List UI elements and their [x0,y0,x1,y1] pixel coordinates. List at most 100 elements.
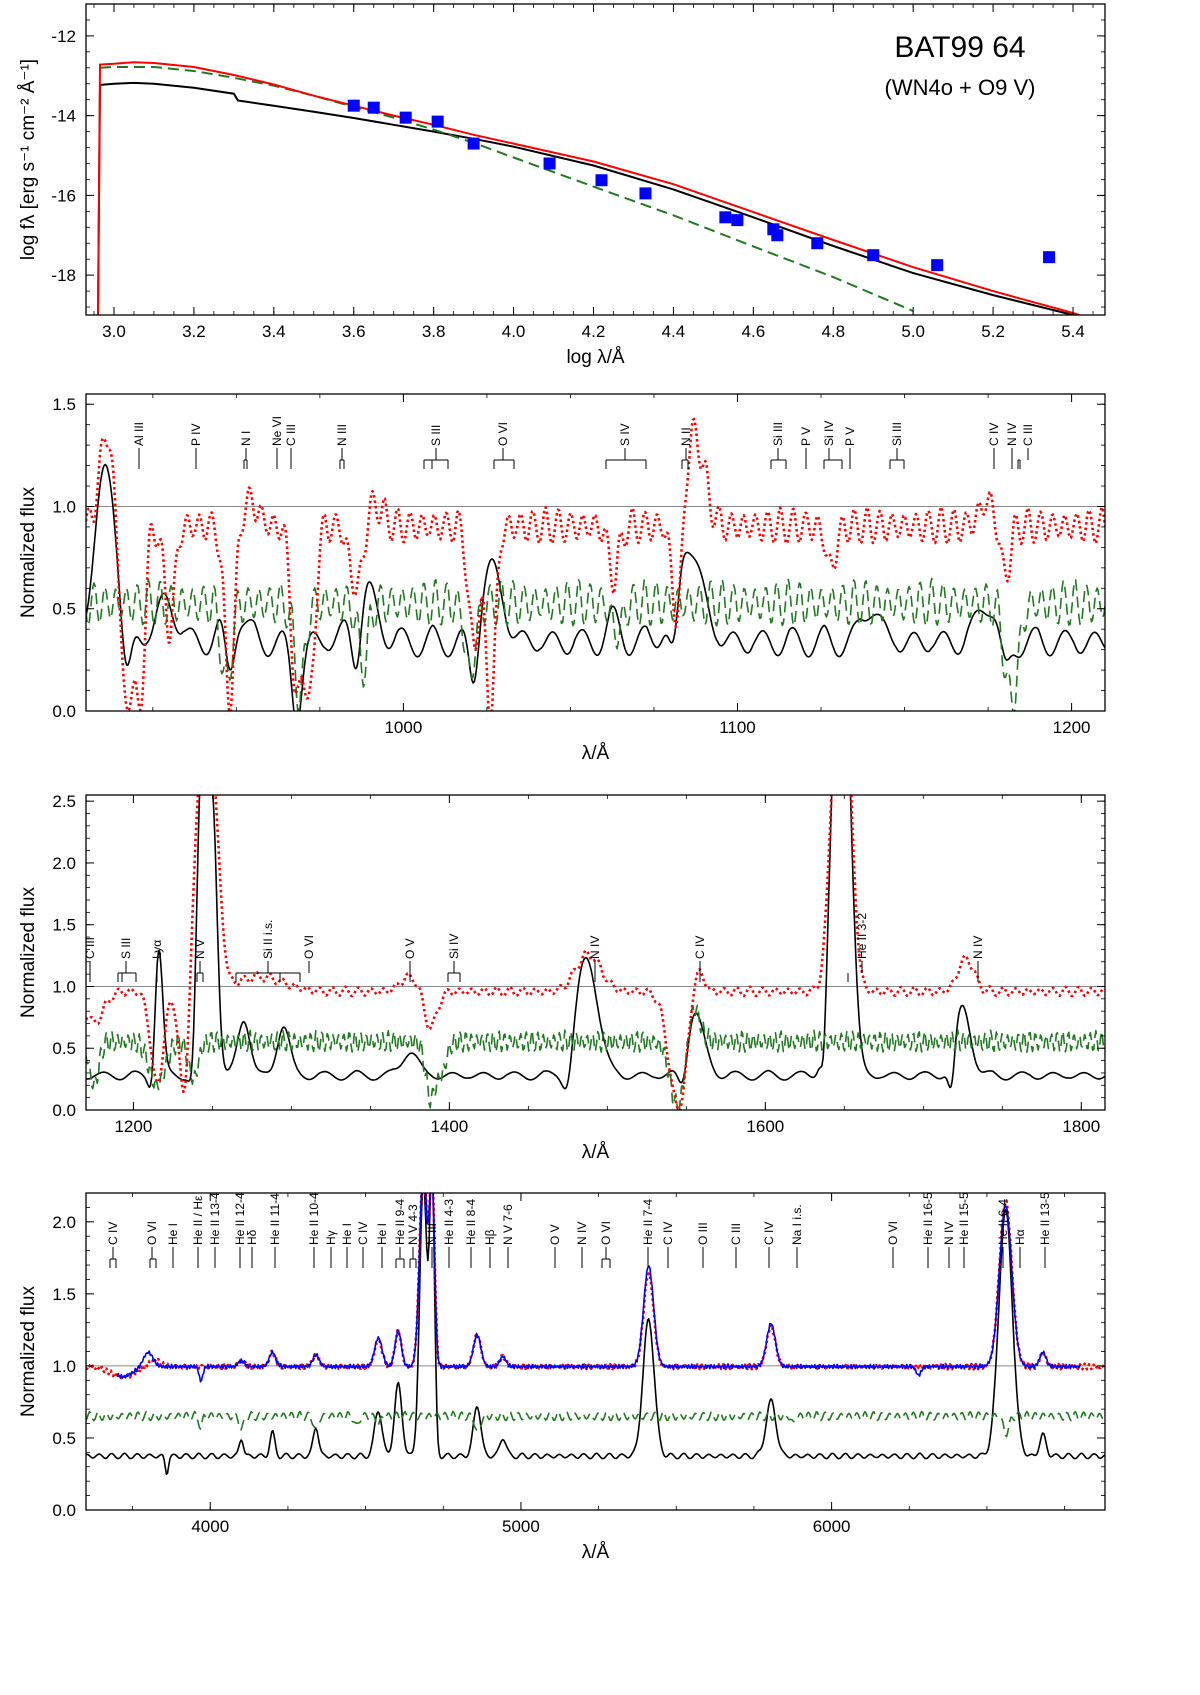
fuv-line-label: Si IV [822,421,843,469]
optical-line-label-text: He II 12-4 [233,1192,247,1245]
optical-line-label-text: He II 9-4 [393,1199,407,1245]
optical-line-label: N V 7-6 [501,1204,515,1268]
sed-ylabel: log fλ [erg s⁻¹ cm⁻² Å⁻¹] [18,59,39,260]
sed-photometry-point [639,187,652,200]
uv-plot-area [86,795,1105,1110]
fuv-ytick-label: 0.0 [52,702,76,721]
uv-line-label-text: N V [193,939,207,959]
uv-xlabel: λ/Å [582,1142,610,1163]
optical-line-label-text: He I [340,1223,354,1245]
uv-line-label-text: He II 3-2 [855,913,869,959]
optical-line-label: C III [729,1223,743,1268]
optical-line-label: C IV [106,1222,120,1268]
uv-series-2 [86,795,1105,1110]
optical-line-label-text: He II 8-4 [464,1199,478,1245]
fuv-line-label-text: Si III [890,422,904,446]
optical-line-label: He II 13-5 [1038,1192,1052,1268]
uv-line-label-text: Si II i.s. [261,920,275,959]
uv-line-label-text: C IV [693,936,707,959]
uv-xtick-label: 1600 [746,1117,784,1136]
fuv-line-label: Al III [132,422,146,469]
sed-plot-area [97,61,1083,315]
sed-photometry-point [771,229,784,242]
uv-line-label: C III [83,937,97,982]
sed-ytick-label: -16 [51,186,76,205]
sed-photometry-point [595,174,608,187]
sed-photometry-point [399,111,412,124]
optical-line-label: O V [548,1224,562,1268]
optical-line-label-text: Hδ [245,1229,259,1245]
optical-line-label-text: He II 13-5 [1038,1192,1052,1245]
uv-series-1 [86,1004,1105,1110]
sed-subtitle: (WN4o + O9 V) [885,75,1036,100]
fuv-line-label: O VI [493,422,515,469]
uv-line-label: N IV [971,936,985,982]
sed-xtick-label: 4.2 [582,322,606,341]
optical-plot-area [86,1193,1105,1476]
optical-line-label-text: O V [548,1224,562,1245]
fuv-line-label: P V [843,427,857,469]
fuv-ytick-label: 1.0 [52,497,76,516]
optical-line-label-text: N V 7-6 [501,1204,515,1245]
sed-photometry-point [867,249,880,262]
fuv-xtick-label: 1100 [719,718,756,737]
optical-line-label: O VI [599,1221,613,1268]
optical-line-label-text: He I [375,1223,389,1245]
fuv-line-label: Ne VI [270,416,284,469]
fuv-line-label: S III [423,425,449,469]
optical-line-label-text: Hα [1013,1229,1027,1245]
optical-line-label-text: He II 7-4 [641,1199,655,1245]
fuv-line-label-text: P V [843,427,857,446]
optical-line-label-text: N IV [575,1222,589,1245]
optical-xtick-label: 6000 [813,1517,851,1536]
sed-photometry-point [811,237,824,250]
sed-ytick-label: -12 [51,27,76,46]
fuv-line-label-text: Si IV [822,421,836,446]
fuv-line-label-text: C III [284,424,298,446]
optical-line-label: Na I i.s. [790,1204,804,1268]
optical-line-label: He II 7-4 [641,1199,655,1268]
fuv-line-label: N IV [1005,423,1019,469]
uv-series-0 [86,795,1105,1090]
optical-xtick-label: 5000 [502,1517,540,1536]
optical-line-label: He I [166,1223,180,1268]
fuv-line-label-text: N II [679,427,693,446]
sed-photometry-point [1043,251,1056,264]
fuv-xtick-label: 1000 [384,718,422,737]
fuv-line-label: P V [799,427,813,469]
fuv-line-label: C IV [987,423,1001,469]
uv-line-label: N IV [588,936,602,982]
sed-series-0 [97,81,1077,315]
sed-panel: BAT99 64 (WN4o + O9 V) [97,31,1083,315]
optical-line-label-text: He II 4-3 [442,1199,456,1245]
fuv-ytick-label: 0.5 [52,600,76,619]
optical-ytick-label: 0.0 [52,1501,76,1520]
sed-photometry-point [367,101,380,114]
uv-ytick-label: 0.5 [52,1039,76,1058]
uv-line-label-text: S III [119,938,133,959]
uv-ytick-label: 2.5 [52,792,76,811]
fuv-plot-area [86,417,1105,711]
optical-line-label-text: N V 4-3 [406,1204,420,1245]
fuv-line-label: N II [679,427,693,469]
uv-ytick-label: 0.0 [52,1101,76,1120]
fuv-line-label: S IV [605,423,647,469]
uv-line-label-text: N IV [588,936,602,959]
optical-line-label-text: C III [729,1223,743,1245]
optical-line-label: He I [340,1223,354,1268]
optical-line-label: Hα [1013,1229,1027,1268]
fuv-line-label-text: S III [429,425,443,446]
fuv-line-label-text: N I [239,431,253,446]
sed-xlabel: log λ/Å [566,347,624,368]
optical-xtick-label: 4000 [191,1517,229,1536]
sed-xtick-label: 4.0 [502,322,526,341]
optical-line-label: O III [696,1222,710,1268]
uv-line-label: C IV [693,936,707,982]
uv-ylabel: Normalized flux [18,887,39,1018]
sed-photometry-point [719,211,732,224]
optical-line-label-text: N III [425,1223,439,1245]
optical-line-label: Hβ [483,1229,497,1268]
optical-panel: C IV O VI He I He II / Hε He II 13-4 He II 12… [86,1192,1105,1476]
optical-line-label: N V 4-3 [406,1204,420,1268]
fuv-series-2 [86,417,1105,711]
